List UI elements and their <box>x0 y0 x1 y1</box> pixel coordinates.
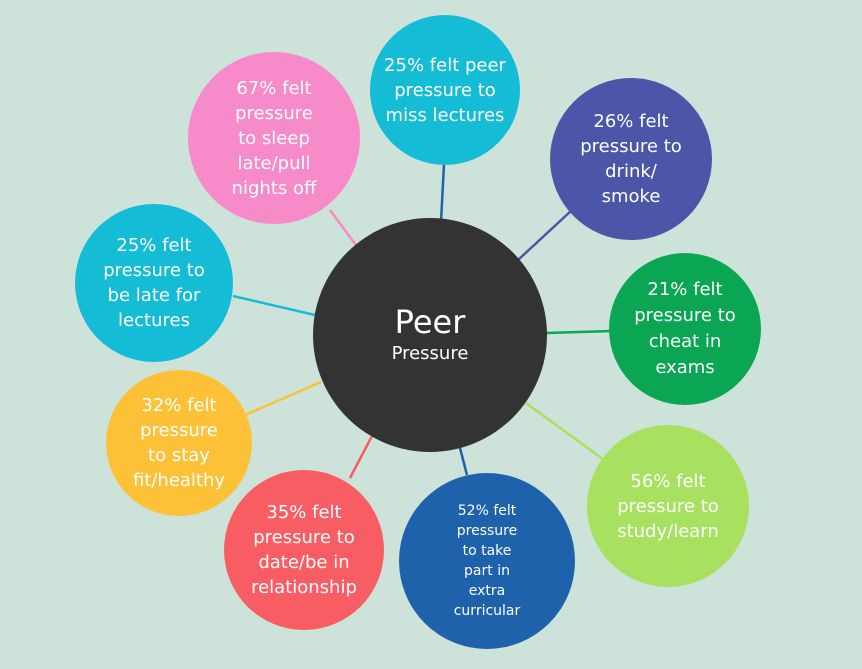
node-fit-healthy: 32% felt pressure to stay fit/healthy <box>106 370 252 516</box>
node-label: 35% felt pressure to date/be in relation… <box>251 502 357 598</box>
node-extra-curricular: 52% felt pressure to take part in extra … <box>399 473 575 649</box>
connector-cheat-exams <box>545 329 613 335</box>
connector-drink-smoke <box>517 209 573 261</box>
node-label: 67% felt pressure to sleep late/pull nig… <box>231 77 317 199</box>
node-date-relationship: 35% felt pressure to date/be in relation… <box>224 470 384 630</box>
node-label: 25% felt pressure to be late for lecture… <box>103 235 205 331</box>
center-title: Peer <box>394 303 466 341</box>
node-label: 32% felt pressure to stay fit/healthy <box>132 395 226 491</box>
node-label: 26% felt pressure to drink/ smoke <box>580 111 682 207</box>
connector-peer-miss-lectures <box>439 163 446 223</box>
node-cheat-exams: 21% felt pressure to cheat in exams <box>609 253 761 405</box>
node-drink-smoke: 26% felt pressure to drink/ smoke <box>550 78 712 240</box>
connector-fit-healthy <box>244 380 322 417</box>
node-study-learn: 56% felt pressure to study/learn <box>587 425 749 587</box>
center-peer-pressure: Peer Pressure <box>313 218 547 452</box>
center-subtitle: Pressure <box>391 343 469 364</box>
connector-sleep-late <box>328 209 360 249</box>
node-peer-miss-lectures: 25% felt peer pressure to miss lectures <box>370 15 520 165</box>
connector-study-learn <box>525 401 605 462</box>
node-label: 21% felt pressure to cheat in exams <box>634 279 736 378</box>
node-label: 56% felt pressure to study/learn <box>617 470 719 542</box>
connector-extra-curricular <box>458 447 469 476</box>
node-late-lectures: 25% felt pressure to be late for lecture… <box>75 204 233 362</box>
connector-date-relationship <box>348 435 374 479</box>
node-label: 52% felt pressure to take part in extra … <box>453 503 521 619</box>
connector-late-lectures <box>232 294 316 317</box>
node-sleep-late: 67% felt pressure to sleep late/pull nig… <box>188 52 360 224</box>
node-label: 25% felt peer pressure to miss lectures <box>384 54 506 126</box>
